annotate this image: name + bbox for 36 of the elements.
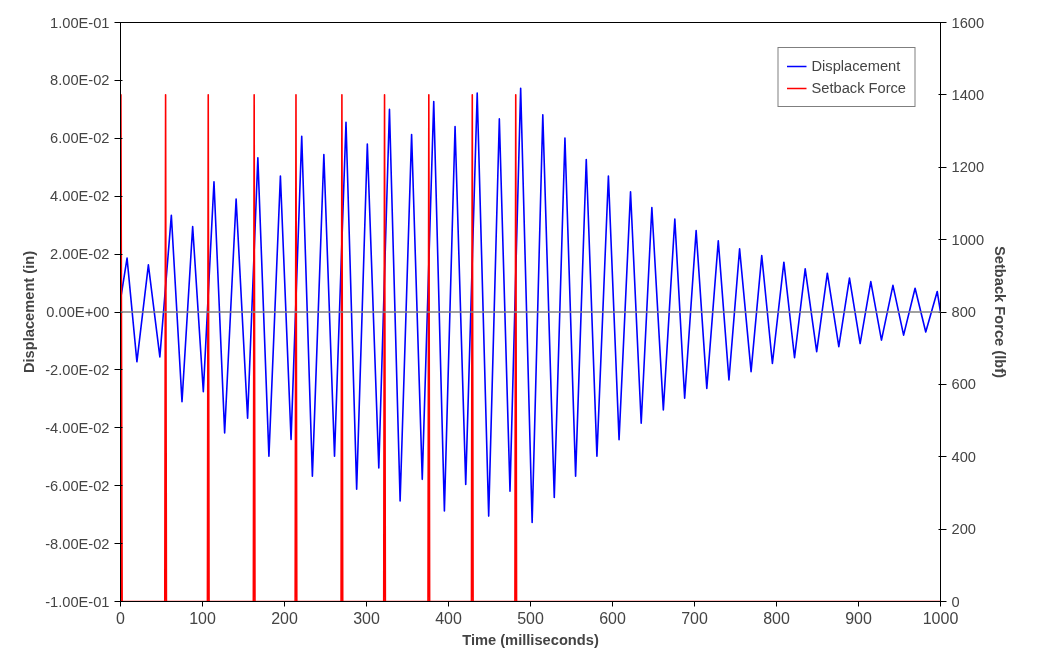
y2-tick-label: 200 xyxy=(951,521,976,538)
y-tick-label: 2.00E-02 xyxy=(50,246,110,263)
x-tick-label: 900 xyxy=(845,609,872,627)
y2-tick-label: 800 xyxy=(951,304,976,320)
y-tick-label: 6.00E-02 xyxy=(50,130,110,147)
y-tick-label: -8.00E-02 xyxy=(45,535,110,552)
legend-label: Setback Force xyxy=(811,80,906,96)
x-tick-label: 500 xyxy=(517,609,544,627)
legend-label: Displacement xyxy=(811,58,901,74)
x-tick-label: 0 xyxy=(116,609,126,627)
x-tick-label: 100 xyxy=(189,609,216,627)
y2-tick-label: 1000 xyxy=(951,231,985,248)
y-tick-label: 0.00E+00 xyxy=(46,304,110,320)
y-tick-label: -2.00E-02 xyxy=(45,361,110,378)
x-tick-label: 1000 xyxy=(922,609,959,627)
y2-tick-label: 400 xyxy=(951,448,976,465)
y-tick-label: 4.00E-02 xyxy=(50,188,110,205)
y2-axis-title: Setback Force (lbf) xyxy=(992,246,1009,379)
y-tick-label: -1.00E-01 xyxy=(45,593,110,610)
x-tick-label: 300 xyxy=(353,609,380,627)
x-tick-label: 700 xyxy=(681,609,708,627)
x-tick-label: 400 xyxy=(435,609,462,627)
x-tick-label: 200 xyxy=(271,609,298,627)
y2-tick-label: 0 xyxy=(951,593,960,610)
x-axis-title: Time (milliseconds) xyxy=(462,631,599,648)
y2-tick-label: 1400 xyxy=(951,86,985,103)
y2-tick-label: 1200 xyxy=(951,159,985,176)
y-tick-label: 8.00E-02 xyxy=(50,72,110,89)
y-tick-label: 1.00E-01 xyxy=(50,14,110,31)
x-tick-label: 800 xyxy=(763,609,790,627)
x-tick-label: 600 xyxy=(599,609,626,627)
y2-tick-label: 600 xyxy=(951,376,976,393)
y-axis-title: Displacement (in) xyxy=(21,250,38,374)
y-tick-label: -6.00E-02 xyxy=(45,477,110,494)
y2-tick-label: 1600 xyxy=(951,14,985,31)
y-tick-label: -4.00E-02 xyxy=(45,419,110,436)
